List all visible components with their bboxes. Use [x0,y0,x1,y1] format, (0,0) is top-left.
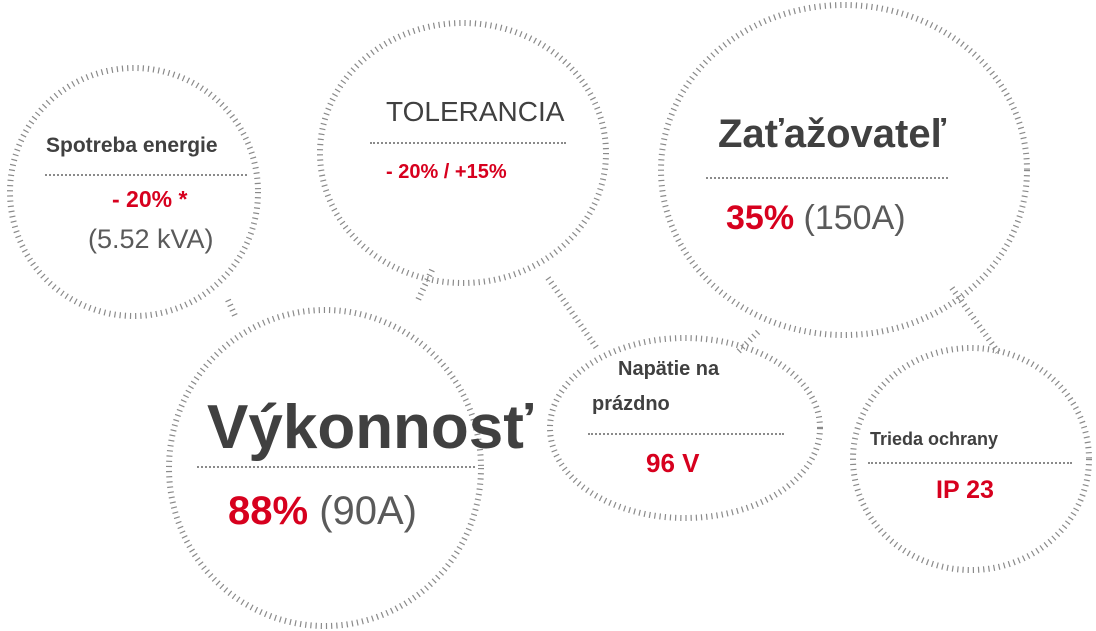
bubble-spotreba-outline [7,65,261,319]
napatie-title-line1: Napätie na [618,358,720,380]
spotreba-value: - 20% * [112,186,188,212]
connector-zatazovatel-napatie [735,329,761,355]
bubble-zatazovatel-outline [658,2,1030,338]
vykonnost-divider [197,466,475,468]
connector-tolerancia-napatie [545,276,601,352]
spotreba-title: Spotreba energie [46,134,218,157]
connector-tolerancia-vykonnost [415,268,435,302]
trieda-divider [868,462,1072,464]
zatazovatel-divider [706,177,948,179]
napatie-title-line2: prázdno [592,393,670,415]
spotreba-detail: (5.52 kVA) [88,224,214,254]
vykonnost-value: 88% [228,489,309,533]
connector-zatazovatel-trieda [949,286,1001,354]
zatazovatel-title: Zaťažovateľ [718,112,946,156]
zatazovatel-value: 35% [726,199,795,237]
zatazovatel-detail: (150A) [803,199,906,237]
napatie-divider [588,433,784,435]
tolerancia-divider [370,142,566,144]
trieda-title: Trieda ochrany [870,429,999,449]
trieda-value: IP 23 [936,476,994,504]
bubble-vykonnost-outline [166,307,484,629]
vykonnost-detail: (90A) [319,489,417,533]
vykonnost-value-line: 88% (90A) [228,489,417,534]
spotreba-divider [45,174,247,176]
tolerancia-title: TOLERANCIA [386,96,565,127]
tolerancia-value: - 20% / +15% [386,161,507,183]
connector-spotreba-vykonnost [225,298,239,320]
vykonnost-title: Výkonnosť [207,393,533,462]
zatazovatel-value-line: 35% (150A) [726,199,906,238]
bubble-napatie-outline [547,335,823,521]
bubble-tolerancia-outline [317,20,609,286]
napatie-value: 96 V [646,448,700,478]
bubble-trieda-outline [850,345,1092,573]
